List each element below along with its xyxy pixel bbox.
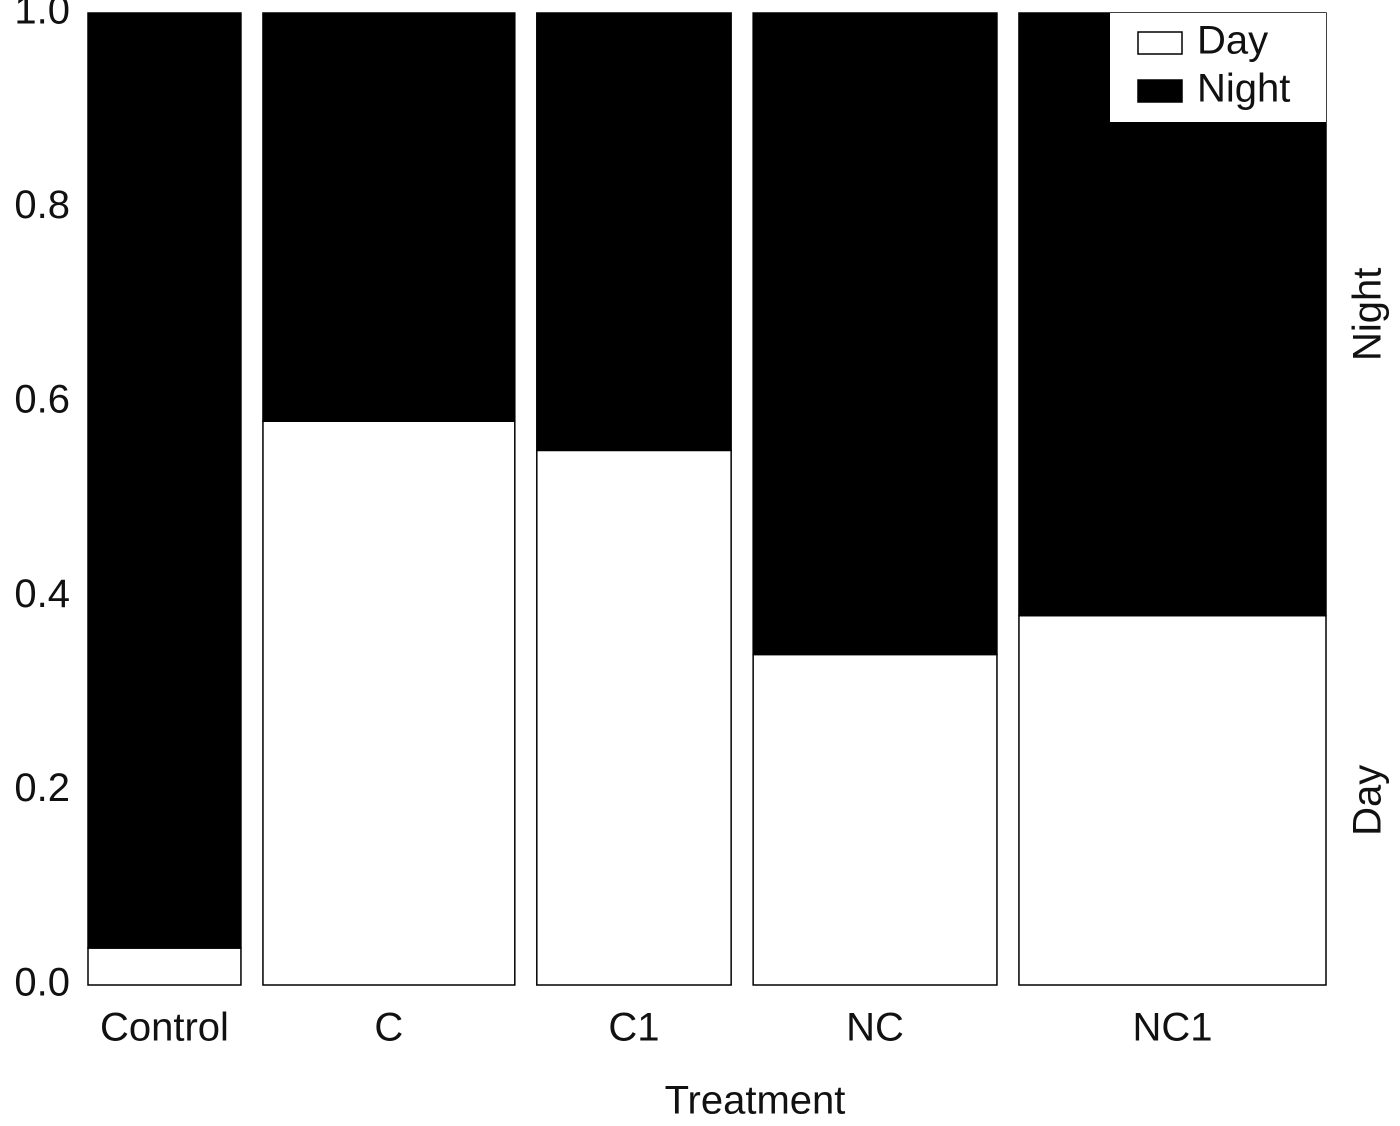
right-axis-label: Day <box>1346 765 1390 836</box>
x-axis-title: Treatment <box>665 1079 846 1123</box>
x-tick-label: NC1 <box>1132 1006 1212 1050</box>
x-tick-label: NC <box>846 1006 904 1050</box>
legend-label: Day <box>1197 19 1268 63</box>
legend-label: Night <box>1197 67 1290 111</box>
y-tick-label: 0.0 <box>14 961 70 1005</box>
bar-segment <box>262 420 516 986</box>
right-axis-label: Night <box>1346 268 1390 361</box>
y-tick-label: 0.8 <box>14 183 70 227</box>
y-tick-label: 1.0 <box>14 0 70 33</box>
bar-segment <box>752 653 998 986</box>
bar-segment <box>536 449 732 986</box>
bar-segment <box>87 12 242 949</box>
y-tick-label: 0.2 <box>14 766 70 810</box>
y-tick-label: 0.6 <box>14 377 70 421</box>
bar-segment <box>87 947 242 986</box>
bar-segment <box>1018 614 1327 986</box>
legend-swatch <box>1137 79 1183 103</box>
bar-segment <box>536 12 732 452</box>
legend-box <box>1110 13 1326 122</box>
bar-segment <box>752 12 998 656</box>
bar-segment <box>262 12 516 422</box>
legend-swatch <box>1137 31 1183 55</box>
x-tick-label: C <box>374 1006 403 1050</box>
y-tick-label: 0.4 <box>14 572 70 616</box>
x-tick-label: Control <box>100 1006 229 1050</box>
x-tick-label: C1 <box>608 1006 659 1050</box>
